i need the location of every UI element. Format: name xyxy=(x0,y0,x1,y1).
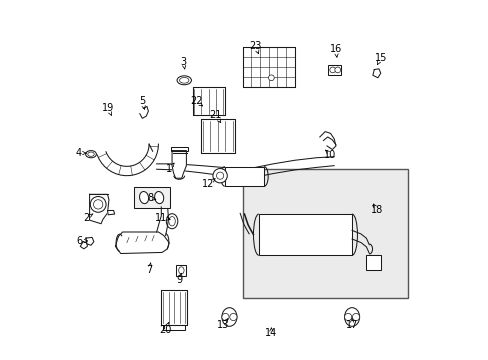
Ellipse shape xyxy=(168,217,175,226)
Ellipse shape xyxy=(139,192,148,204)
Bar xyxy=(134,187,169,208)
Text: 14: 14 xyxy=(264,328,277,338)
Ellipse shape xyxy=(179,77,188,83)
Polygon shape xyxy=(372,69,380,78)
Bar xyxy=(242,47,294,87)
Text: 3: 3 xyxy=(180,57,186,67)
Ellipse shape xyxy=(222,308,237,326)
Text: 7: 7 xyxy=(146,265,152,275)
Text: 10: 10 xyxy=(324,150,336,160)
Text: 23: 23 xyxy=(248,41,261,50)
Circle shape xyxy=(329,67,335,73)
Circle shape xyxy=(268,75,274,81)
Polygon shape xyxy=(172,150,186,178)
Circle shape xyxy=(216,172,223,179)
Ellipse shape xyxy=(154,192,163,204)
Bar xyxy=(192,87,224,116)
Text: 13: 13 xyxy=(216,320,229,330)
Text: 9: 9 xyxy=(176,275,182,285)
Text: 19: 19 xyxy=(102,103,114,113)
Circle shape xyxy=(229,314,237,320)
Bar xyxy=(171,147,188,150)
Circle shape xyxy=(334,67,340,73)
Circle shape xyxy=(212,168,227,183)
Circle shape xyxy=(222,314,228,320)
Text: 6: 6 xyxy=(76,236,82,246)
Text: 4: 4 xyxy=(76,148,81,158)
Ellipse shape xyxy=(85,150,96,158)
Text: 15: 15 xyxy=(374,53,386,63)
Bar xyxy=(328,65,341,75)
Bar xyxy=(242,47,294,87)
Bar xyxy=(161,290,187,325)
Circle shape xyxy=(344,314,351,320)
Bar xyxy=(224,167,264,186)
Bar xyxy=(163,324,185,329)
Text: 5: 5 xyxy=(139,96,145,106)
Polygon shape xyxy=(107,211,115,215)
Text: 12: 12 xyxy=(202,179,214,189)
Bar xyxy=(161,290,187,325)
Text: 17: 17 xyxy=(345,320,358,330)
Ellipse shape xyxy=(177,76,191,85)
Ellipse shape xyxy=(344,308,359,326)
Ellipse shape xyxy=(166,214,178,229)
Polygon shape xyxy=(97,144,158,176)
Text: 22: 22 xyxy=(189,96,202,106)
Text: 21: 21 xyxy=(209,111,222,121)
Bar xyxy=(201,119,234,153)
Polygon shape xyxy=(115,232,169,253)
Text: 20: 20 xyxy=(159,325,171,335)
Ellipse shape xyxy=(88,152,94,156)
Bar xyxy=(242,169,407,298)
Bar xyxy=(258,214,351,255)
Ellipse shape xyxy=(178,267,183,274)
Bar xyxy=(192,87,224,116)
Circle shape xyxy=(93,200,102,209)
Text: 2: 2 xyxy=(83,213,90,222)
Text: 1: 1 xyxy=(166,164,172,174)
Text: 8: 8 xyxy=(147,193,153,203)
Bar xyxy=(201,119,234,153)
Circle shape xyxy=(90,197,106,212)
Bar xyxy=(176,265,186,276)
Text: 11: 11 xyxy=(155,213,167,222)
Polygon shape xyxy=(80,242,87,249)
Bar xyxy=(366,255,380,270)
Circle shape xyxy=(352,314,359,320)
Polygon shape xyxy=(86,237,94,245)
Text: 18: 18 xyxy=(370,206,383,216)
Polygon shape xyxy=(89,194,109,224)
Text: 16: 16 xyxy=(329,44,342,54)
